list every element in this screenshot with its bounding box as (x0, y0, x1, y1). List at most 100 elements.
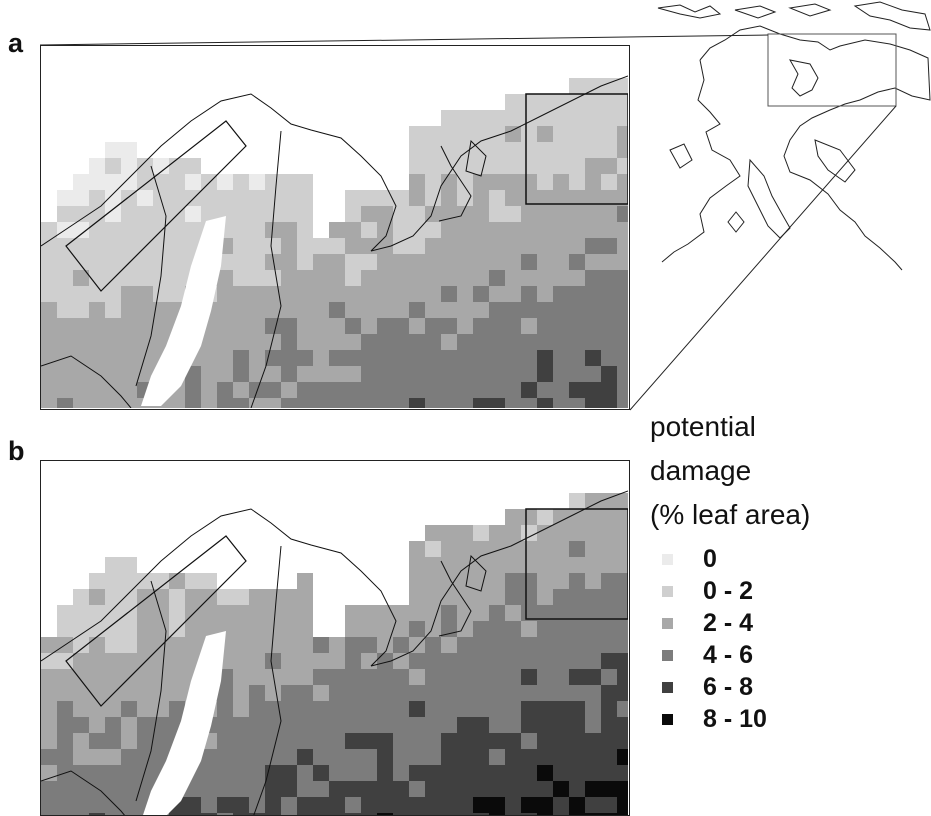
raster-cell (361, 398, 377, 408)
raster-cell (201, 605, 217, 621)
raster-cell (233, 637, 249, 653)
raster-cell (41, 334, 57, 350)
raster-cell (233, 254, 249, 270)
raster-cell (441, 382, 457, 398)
raster-cell (281, 398, 297, 408)
raster-cell (473, 398, 489, 408)
raster-cell (505, 573, 521, 589)
raster-cell (489, 637, 505, 653)
raster-cell (297, 398, 313, 408)
raster-cell (265, 254, 281, 270)
raster-cell (409, 334, 425, 350)
raster-cell (601, 318, 617, 334)
raster-cell (457, 174, 473, 190)
raster-cell (185, 398, 201, 408)
raster-cell (585, 350, 601, 366)
raster-cell (425, 142, 441, 158)
raster-cell (345, 190, 361, 206)
raster-cell (425, 573, 441, 589)
damage-map-panel-b (40, 460, 630, 816)
raster-cell (521, 174, 537, 190)
damage-map-a (41, 75, 628, 408)
raster-cell (553, 222, 569, 238)
raster-cell (297, 813, 313, 815)
raster-cell (377, 286, 393, 302)
raster-cell (457, 398, 473, 408)
raster-cell (505, 669, 521, 685)
raster-cell (489, 605, 505, 621)
raster-cell (601, 142, 617, 158)
raster-cell (89, 222, 105, 238)
raster-cell (617, 781, 628, 797)
raster-cell (505, 637, 521, 653)
raster-cell (121, 174, 137, 190)
raster-cell (169, 238, 185, 254)
raster-cell (393, 382, 409, 398)
raster-cell (585, 813, 601, 815)
raster-cell (569, 126, 585, 142)
raster-cell (425, 238, 441, 254)
raster-cell (329, 653, 345, 669)
raster-cell (201, 781, 217, 797)
raster-cell (409, 541, 425, 557)
raster-cell (361, 206, 377, 222)
raster-cell (297, 589, 313, 605)
raster-cell (153, 302, 169, 318)
raster-cell (345, 637, 361, 653)
raster-cell (185, 589, 201, 605)
raster-cell (105, 334, 121, 350)
raster-cell (121, 366, 137, 382)
raster-cell (249, 222, 265, 238)
raster-cell (553, 765, 569, 781)
raster-cell (617, 94, 628, 110)
raster-cell (553, 110, 569, 126)
raster-cell (105, 158, 121, 174)
raster-cell (601, 605, 617, 621)
raster-cell (361, 302, 377, 318)
raster-cell (57, 206, 73, 222)
raster-cell (505, 541, 521, 557)
raster-cell (457, 318, 473, 334)
raster-cell (121, 621, 137, 637)
raster-cell (297, 573, 313, 589)
raster-cell (169, 621, 185, 637)
raster-cell (489, 190, 505, 206)
raster-cell (105, 222, 121, 238)
raster-cell (457, 206, 473, 222)
raster-cell (569, 669, 585, 685)
raster-cell (153, 254, 169, 270)
raster-cell (489, 238, 505, 254)
raster-cell (377, 254, 393, 270)
raster-cell (553, 781, 569, 797)
raster-cell (457, 701, 473, 717)
raster-cell (537, 270, 553, 286)
raster-cell (393, 286, 409, 302)
raster-cell (345, 238, 361, 254)
raster-cell (409, 813, 425, 815)
raster-cell (441, 525, 457, 541)
raster-cell (569, 733, 585, 749)
raster-cell (377, 398, 393, 408)
raster-cell (409, 190, 425, 206)
raster-cell (409, 142, 425, 158)
raster-cell (105, 733, 121, 749)
raster-cell (425, 366, 441, 382)
raster-cell (537, 621, 553, 637)
raster-cell (489, 222, 505, 238)
raster-cell (617, 749, 628, 765)
raster-cell (169, 605, 185, 621)
raster-cell (265, 605, 281, 621)
raster-cell (473, 270, 489, 286)
raster-cell (601, 733, 617, 749)
raster-cell (537, 94, 553, 110)
raster-cell (217, 701, 233, 717)
raster-cell (201, 382, 217, 398)
raster-cell (569, 190, 585, 206)
raster-cell (345, 669, 361, 685)
raster-cell (265, 174, 281, 190)
raster-cell (617, 589, 628, 605)
raster-cell (425, 605, 441, 621)
raster-cell (617, 509, 628, 525)
raster-cell (89, 238, 105, 254)
raster-cell (569, 589, 585, 605)
